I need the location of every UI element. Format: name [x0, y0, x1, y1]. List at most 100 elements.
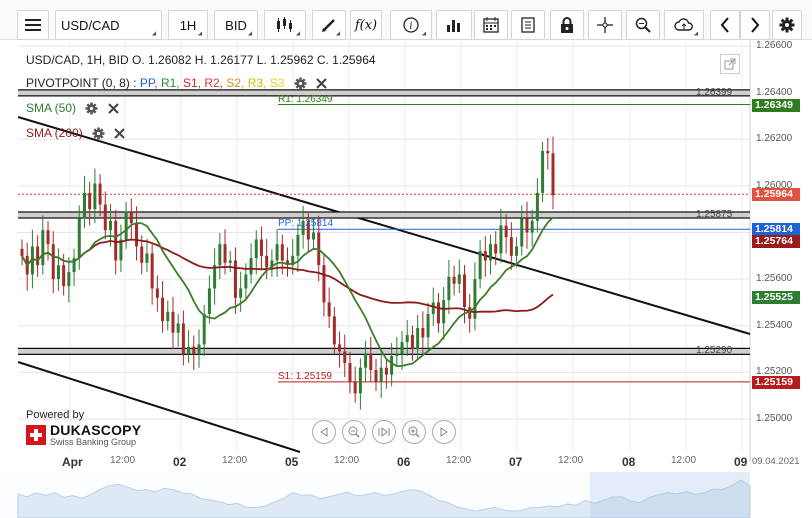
chart-canvas[interactable] — [0, 40, 812, 518]
calendar-button[interactable] — [474, 10, 508, 40]
candle-body — [358, 367, 362, 394]
navigator-window — [590, 472, 750, 518]
scroll-right-button[interactable] — [740, 10, 770, 40]
sma50-label: SMA (50) — [26, 101, 77, 115]
gear-icon[interactable] — [85, 102, 98, 115]
report-button[interactable] — [511, 10, 545, 40]
candle-body — [499, 225, 503, 254]
dropdown-caret-icon — [151, 31, 159, 38]
timeframe-selector[interactable]: 1H — [168, 10, 208, 40]
time-axis-tick: 05 — [285, 455, 299, 469]
pivot-item: R3, — [247, 76, 270, 90]
candle-body — [67, 272, 71, 287]
volume-button[interactable] — [436, 10, 472, 40]
candle-body — [306, 220, 310, 240]
popout-button[interactable] — [720, 54, 740, 74]
candle-body — [296, 234, 300, 256]
zoom-in-button[interactable] — [402, 420, 426, 444]
candle-body — [478, 251, 482, 280]
candle-body — [520, 218, 524, 247]
candle-body — [88, 192, 92, 210]
pan-right-button[interactable] — [432, 420, 456, 444]
sr-level-label: 1.25290 — [696, 345, 733, 357]
candle-body — [254, 239, 258, 259]
indicators-button[interactable]: f(x) — [350, 10, 382, 40]
candle-body — [541, 150, 545, 193]
brand-name: DUKASCOPY — [50, 422, 142, 438]
candle-body — [535, 192, 539, 221]
price-marker-label: 1.25764 — [752, 234, 800, 248]
candle-body — [249, 258, 253, 275]
candle-body — [457, 274, 461, 284]
chart-type-button[interactable] — [264, 10, 306, 40]
trendline-lower — [17, 361, 301, 453]
sr-level-band — [18, 348, 750, 355]
crosshair-button[interactable] — [588, 10, 622, 40]
gear-icon — [779, 17, 795, 33]
time-axis-tick: 07 — [509, 455, 523, 469]
candle-body — [332, 316, 336, 345]
candle-body — [187, 346, 191, 354]
close-icon[interactable] — [107, 103, 119, 115]
svg-text:i: i — [409, 21, 412, 32]
info-button[interactable]: i — [390, 10, 432, 40]
sma50-line — [21, 216, 554, 368]
candle-body — [312, 232, 316, 240]
symbol-label: USD/CAD — [61, 17, 120, 33]
sma200-line — [21, 238, 554, 314]
candle-body — [166, 311, 170, 322]
pan-left-button[interactable] — [312, 420, 336, 444]
zoom-out-button[interactable] — [342, 420, 366, 444]
sma200-legend: SMA (200) — [26, 126, 126, 140]
close-icon[interactable] — [114, 128, 126, 140]
timeframe-label: 1H — [179, 17, 197, 33]
candle-body — [416, 328, 420, 350]
pivot-item: S2, — [226, 76, 248, 90]
navigator-area — [17, 479, 751, 518]
gear-icon[interactable] — [92, 127, 105, 140]
symbol-selector[interactable]: USD/CAD — [55, 10, 162, 40]
gear-icon[interactable] — [294, 77, 307, 90]
cloud-upload-icon — [674, 18, 693, 31]
candle-body — [181, 323, 185, 354]
price-chart[interactable] — [0, 40, 812, 518]
price-side-selector[interactable]: BID — [214, 10, 258, 40]
zoom-button[interactable] — [626, 10, 660, 40]
powered-by-label: Powered by — [26, 409, 85, 421]
candle-body — [223, 244, 227, 263]
candle-body — [46, 230, 50, 245]
time-axis-tick: 12:00 — [446, 455, 472, 466]
drawing-tools-button[interactable] — [312, 10, 346, 40]
candle-body — [343, 351, 347, 364]
close-icon[interactable] — [316, 78, 327, 90]
time-axis-tick: 12:00 — [110, 455, 136, 466]
menu-button[interactable] — [17, 10, 49, 40]
candle-body — [114, 220, 118, 261]
reset-view-button[interactable] — [372, 420, 396, 444]
zoom-out-icon — [348, 426, 360, 438]
price-axis-tick: 1.25200 — [756, 366, 793, 378]
settings-button[interactable] — [772, 10, 802, 40]
pivot-item: R1, — [160, 76, 183, 90]
candle-body — [301, 220, 305, 235]
trendline-upper — [17, 116, 751, 335]
cloud-button[interactable] — [664, 10, 704, 40]
zoom-in-icon — [408, 426, 420, 438]
chevron-right-icon — [751, 17, 760, 33]
candle-body — [447, 276, 451, 301]
candle-body — [275, 244, 279, 261]
time-axis-tick: 06 — [397, 455, 411, 469]
price-marker-label: 1.25964 — [752, 188, 800, 202]
sr-level-band — [18, 89, 750, 96]
candle-body — [431, 302, 435, 315]
scroll-left-button[interactable] — [710, 10, 740, 40]
candle-body — [473, 279, 477, 319]
candle-body — [207, 288, 211, 315]
lock-button[interactable] — [550, 10, 584, 40]
time-axis-tick: 12:00 — [334, 455, 360, 466]
time-axis-tick: 12:00 — [222, 455, 248, 466]
pivot-indicator-legend: PIVOTPOINT (0, 8) : PP, R1, S1, R2, S2, … — [26, 76, 327, 90]
candle-body — [322, 265, 326, 303]
candle-body — [353, 381, 357, 394]
candle-body — [551, 153, 555, 196]
